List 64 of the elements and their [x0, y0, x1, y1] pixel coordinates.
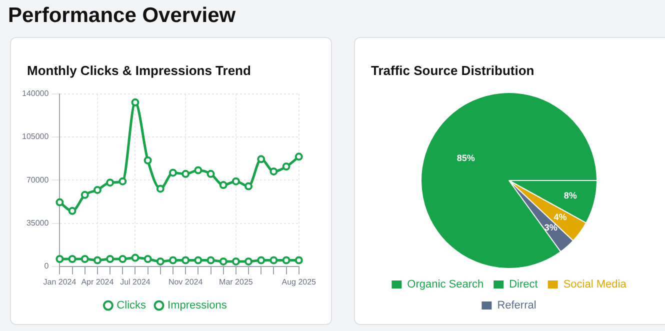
point: [194, 256, 202, 264]
point: [244, 257, 253, 266]
point: [68, 206, 76, 215]
point: [106, 255, 114, 264]
point: [182, 170, 190, 178]
x-tick-label: Mar 2025: [219, 277, 254, 286]
point: [80, 255, 89, 264]
point: [156, 184, 164, 193]
point: [93, 256, 102, 264]
point: [56, 198, 64, 206]
y-tick-label: 0: [44, 262, 50, 271]
x-tick-label: Nov 2024: [168, 277, 204, 286]
point: [232, 257, 240, 266]
point: [168, 256, 177, 264]
point: [294, 152, 303, 161]
x-tick-label: Aug 2025: [282, 277, 317, 286]
point: [206, 170, 215, 178]
point: [118, 255, 127, 264]
point: [156, 257, 164, 266]
legend-label: Clicks: [116, 300, 147, 312]
point: [294, 256, 303, 264]
point: [131, 254, 140, 262]
point: [80, 190, 89, 199]
point: [257, 256, 266, 264]
point: [106, 178, 114, 187]
y-tick-label: 35000: [26, 218, 50, 228]
point: [182, 256, 190, 264]
point: [144, 255, 152, 264]
legend-label: Referral: [497, 300, 536, 312]
point: [68, 255, 76, 264]
text: Performance Overview: [8, 4, 236, 28]
point: [144, 156, 152, 164]
data-label: 4%: [554, 212, 567, 222]
chart-title: Monthly Clicks & Impressions Trend: [27, 63, 251, 78]
y-tick-label: 105000: [22, 132, 50, 142]
point: [206, 256, 215, 264]
point: [270, 256, 278, 264]
point: [219, 257, 228, 266]
x-tick-label: Apr 2024: [81, 277, 114, 286]
chart-title: Traffic Source Distribution: [371, 63, 534, 78]
point: [270, 167, 278, 176]
x-tick-label: Jul 2024: [120, 277, 151, 286]
point: [219, 181, 228, 190]
point: [93, 186, 102, 194]
point: [168, 168, 177, 177]
x-tick-label: Jan 2024: [43, 277, 77, 286]
legend-label: Direct: [509, 278, 538, 291]
point: [244, 182, 253, 190]
point: [118, 177, 127, 186]
legend-label: Social Media: [563, 278, 628, 291]
legend-label: Impressions: [168, 300, 228, 312]
point: [232, 177, 240, 186]
y-tick-label: 70000: [26, 175, 50, 184]
point: [282, 256, 290, 264]
data-label: 8%: [564, 190, 577, 201]
legend-label: Organic Search: [407, 278, 484, 291]
y-tick-label: 140000: [22, 89, 50, 98]
point: [56, 255, 64, 264]
point: [282, 162, 290, 171]
point: [131, 98, 140, 106]
data-label: 85%: [456, 153, 475, 164]
point: [257, 155, 266, 164]
data-label: 3%: [544, 222, 558, 233]
point: [194, 166, 202, 174]
